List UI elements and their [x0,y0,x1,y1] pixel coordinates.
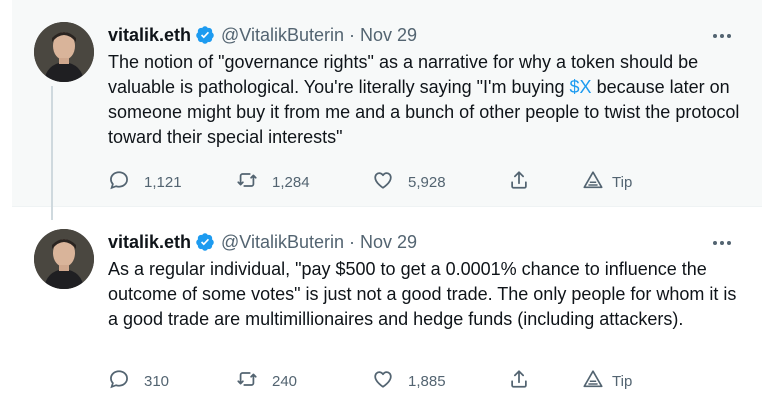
more-options-icon[interactable] [710,28,734,44]
tip-label: Tip [612,173,633,191]
retweet-icon [236,169,258,195]
tip-icon [582,368,604,394]
like-button[interactable]: 5,928 [372,170,446,194]
timestamp[interactable]: Nov 29 [360,231,418,252]
like-icon [372,368,394,394]
tip-label: Tip [612,372,633,390]
handle[interactable]: @VitalikButerin [221,231,345,252]
avatar[interactable] [34,229,94,289]
like-icon [372,169,394,195]
handle[interactable]: @VitalikButerin [221,24,345,45]
tip-button[interactable]: Tip [582,369,632,393]
thread-connector-line [51,86,53,220]
reply-button[interactable]: 310 [108,369,169,393]
share-icon [508,169,530,195]
reply-icon [108,169,130,195]
reply-icon [108,368,130,394]
tip-button[interactable]: Tip [582,170,632,194]
tip-icon [582,169,604,195]
retweet-button[interactable]: 1,284 [236,170,310,194]
reply-count: 310 [144,372,170,390]
tweet[interactable]: vitalik.eth @VitalikButerin · Nov 29 The… [12,0,762,206]
retweet-button[interactable]: 240 [236,369,297,393]
retweet-count: 1,284 [272,173,310,191]
avatar[interactable] [34,22,94,82]
retweet-count: 240 [272,372,298,390]
tweet-text: The notion of "governance rights" as a n… [108,50,740,150]
cashtag-link[interactable]: $X [569,77,592,97]
retweet-icon [236,368,258,394]
more-options-icon[interactable] [710,235,734,251]
tweet-text-part: because later on someone might buy it fr… [108,77,740,147]
display-name[interactable]: vitalik.eth [108,24,192,45]
share-button[interactable] [508,369,530,393]
share-icon [508,368,530,394]
separator: · [349,24,356,45]
verified-badge-icon [195,232,215,252]
like-count: 1,885 [408,372,446,390]
share-button[interactable] [508,170,530,194]
tweet-text: As a regular individual, "pay $500 to ge… [108,259,737,329]
like-count: 5,928 [408,173,446,191]
display-name[interactable]: vitalik.eth [108,231,192,252]
separator: · [349,231,356,252]
like-button[interactable]: 1,885 [372,369,446,393]
verified-badge-icon [195,25,215,45]
tweet[interactable]: vitalik.eth @VitalikButerin · Nov 29 As … [12,206,762,408]
reply-count: 1,121 [144,173,182,191]
reply-button[interactable]: 1,121 [108,170,182,194]
tweet-header: vitalik.eth @VitalikButerin · Nov 29 [108,24,417,46]
timestamp[interactable]: Nov 29 [360,24,418,45]
tweet-header: vitalik.eth @VitalikButerin · Nov 29 [108,231,417,253]
tweet-text-part: The notion of "governance rights" as a n… [108,52,699,97]
